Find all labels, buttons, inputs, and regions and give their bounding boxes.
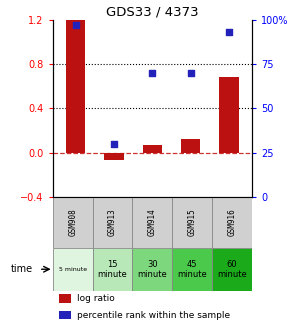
Bar	[143, 145, 162, 153]
Point	[112, 141, 116, 146]
Text: GSM914: GSM914	[148, 209, 157, 236]
Text: GSM915: GSM915	[188, 209, 197, 236]
Bar	[132, 248, 172, 291]
Text: GSM913: GSM913	[108, 209, 117, 236]
Bar	[59, 294, 71, 303]
Bar	[93, 197, 132, 248]
Bar	[172, 248, 212, 291]
Title: GDS33 / 4373: GDS33 / 4373	[106, 6, 199, 18]
Text: time: time	[11, 264, 33, 274]
Point	[227, 29, 231, 35]
Bar	[105, 153, 124, 161]
Text: GSM908: GSM908	[68, 209, 77, 236]
Text: 5 minute: 5 minute	[59, 267, 87, 272]
Point	[150, 70, 155, 76]
Bar	[59, 311, 71, 319]
Text: 30
minute: 30 minute	[137, 260, 167, 279]
Text: 60
minute: 60 minute	[217, 260, 247, 279]
Bar	[53, 248, 93, 291]
Text: GSM916: GSM916	[228, 209, 236, 236]
Text: log ratio: log ratio	[77, 294, 114, 303]
Bar	[132, 197, 172, 248]
Text: 45
minute: 45 minute	[177, 260, 207, 279]
Point	[73, 22, 78, 27]
Bar	[212, 197, 252, 248]
Bar	[212, 248, 252, 291]
Text: percentile rank within the sample: percentile rank within the sample	[77, 311, 230, 320]
Bar	[93, 248, 132, 291]
Bar	[66, 20, 85, 153]
Text: 15
minute: 15 minute	[98, 260, 127, 279]
Bar	[53, 197, 93, 248]
Point	[188, 70, 193, 76]
Bar	[219, 77, 239, 153]
Bar	[172, 197, 212, 248]
Bar	[181, 139, 200, 153]
